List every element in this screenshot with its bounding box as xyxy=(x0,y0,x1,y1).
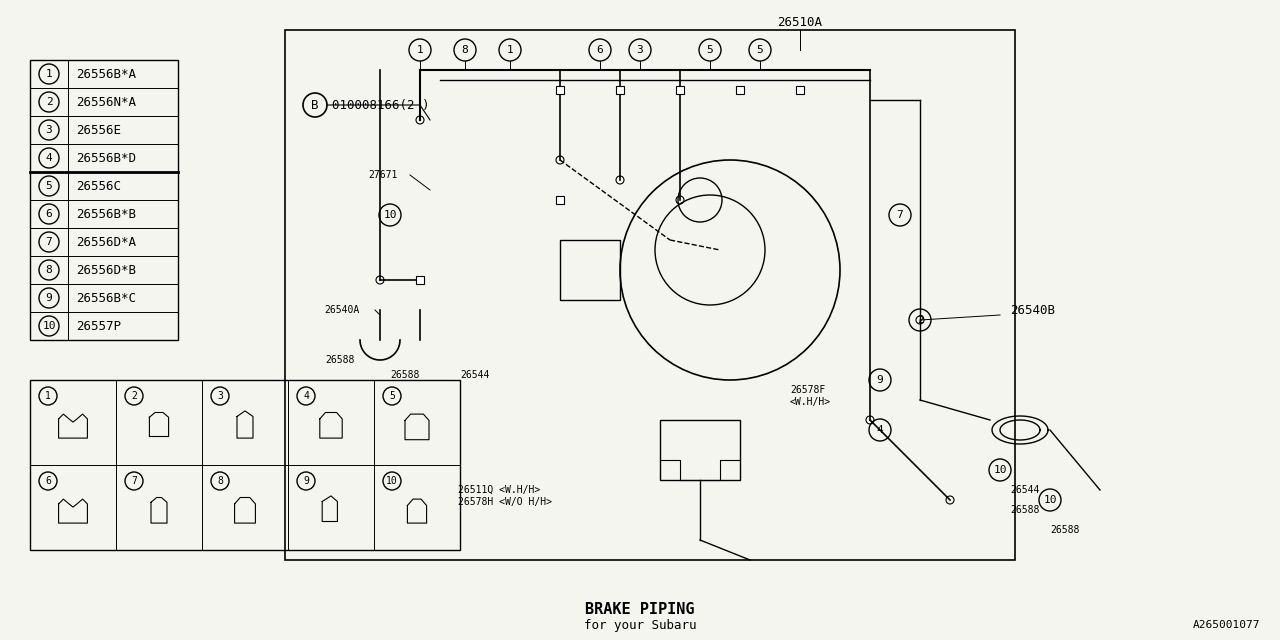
Text: 8: 8 xyxy=(46,265,52,275)
Text: 8: 8 xyxy=(462,45,468,55)
Text: 26544: 26544 xyxy=(460,370,489,380)
Text: 10: 10 xyxy=(1043,495,1057,505)
Bar xyxy=(736,86,744,94)
Text: 26557P: 26557P xyxy=(76,319,122,333)
Text: 7: 7 xyxy=(46,237,52,247)
Text: 10: 10 xyxy=(42,321,56,331)
Text: 1: 1 xyxy=(46,69,52,79)
Text: A265001077: A265001077 xyxy=(1193,620,1260,630)
Bar xyxy=(796,86,804,94)
Text: BRAKE PIPING: BRAKE PIPING xyxy=(585,602,695,618)
Bar xyxy=(676,86,684,94)
Text: 4: 4 xyxy=(46,153,52,163)
Text: 26540B: 26540B xyxy=(1010,303,1055,317)
Text: 6: 6 xyxy=(45,476,51,486)
Text: 5: 5 xyxy=(756,45,763,55)
Text: 26588: 26588 xyxy=(1050,525,1079,535)
Text: 26556B*D: 26556B*D xyxy=(76,152,136,164)
Text: 6: 6 xyxy=(596,45,603,55)
Text: 5: 5 xyxy=(46,181,52,191)
Bar xyxy=(556,86,564,94)
Text: 2: 2 xyxy=(46,97,52,107)
Text: 26578H <W/O H/H>: 26578H <W/O H/H> xyxy=(458,497,552,507)
Bar xyxy=(416,276,424,284)
Text: 2: 2 xyxy=(131,391,137,401)
Text: 26556N*A: 26556N*A xyxy=(76,95,136,109)
Text: 10: 10 xyxy=(383,210,397,220)
Text: 26578F: 26578F xyxy=(790,385,826,395)
Text: 3: 3 xyxy=(46,125,52,135)
Text: 26556D*A: 26556D*A xyxy=(76,236,136,248)
Text: 26556C: 26556C xyxy=(76,179,122,193)
Text: 3: 3 xyxy=(636,45,644,55)
Bar xyxy=(285,30,1015,560)
Text: 2: 2 xyxy=(916,315,923,325)
Text: 5: 5 xyxy=(707,45,713,55)
Text: 1: 1 xyxy=(507,45,513,55)
Text: 7: 7 xyxy=(131,476,137,486)
Text: 6: 6 xyxy=(46,209,52,219)
Text: 26511Q <W.H/H>: 26511Q <W.H/H> xyxy=(458,485,540,495)
Text: <W.H/H>: <W.H/H> xyxy=(790,397,831,407)
Text: 26588: 26588 xyxy=(325,355,355,365)
Text: 26544: 26544 xyxy=(1010,485,1039,495)
Bar xyxy=(29,380,460,550)
Text: 10: 10 xyxy=(387,476,398,486)
Text: B: B xyxy=(311,99,319,111)
Text: 5: 5 xyxy=(389,391,396,401)
Text: 9: 9 xyxy=(877,375,883,385)
Text: 26510A: 26510A xyxy=(777,15,823,29)
Text: 26556B*B: 26556B*B xyxy=(76,207,136,221)
Bar xyxy=(556,196,564,204)
Text: 26556B*A: 26556B*A xyxy=(76,67,136,81)
Text: 9: 9 xyxy=(303,476,308,486)
Text: 4: 4 xyxy=(303,391,308,401)
Text: 26556B*C: 26556B*C xyxy=(76,291,136,305)
Text: 26556E: 26556E xyxy=(76,124,122,136)
Text: 7: 7 xyxy=(896,210,904,220)
Text: 010008166(2 ): 010008166(2 ) xyxy=(332,99,430,111)
Text: 26588: 26588 xyxy=(1010,505,1039,515)
Bar xyxy=(29,60,178,340)
Bar xyxy=(616,86,625,94)
Text: 1: 1 xyxy=(416,45,424,55)
Text: 10: 10 xyxy=(993,465,1007,475)
Text: 26556D*B: 26556D*B xyxy=(76,264,136,276)
Text: 9: 9 xyxy=(46,293,52,303)
Bar xyxy=(660,420,740,480)
Text: 3: 3 xyxy=(218,391,223,401)
Bar xyxy=(561,240,620,300)
Text: 8: 8 xyxy=(218,476,223,486)
Text: 26540A: 26540A xyxy=(325,305,360,315)
Text: 1: 1 xyxy=(45,391,51,401)
Text: 27671: 27671 xyxy=(369,170,398,180)
Text: 4: 4 xyxy=(877,425,883,435)
Text: for your Subaru: for your Subaru xyxy=(584,618,696,632)
Text: 26588: 26588 xyxy=(390,370,420,380)
